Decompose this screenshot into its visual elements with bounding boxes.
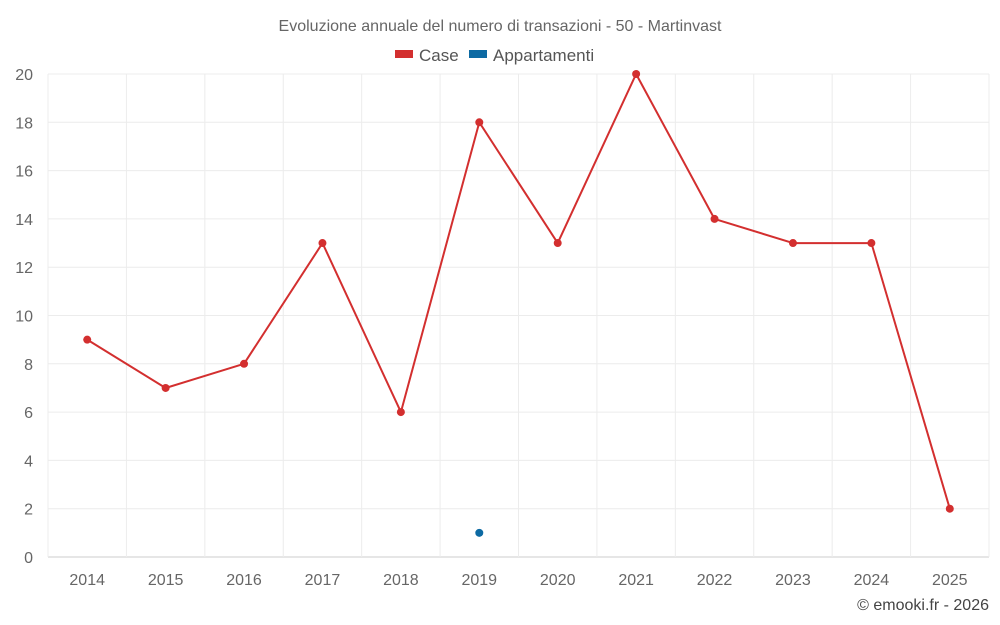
y-tick-label: 0 bbox=[24, 550, 33, 567]
x-tick-label: 2025 bbox=[932, 572, 968, 589]
y-tick-label: 12 bbox=[15, 260, 33, 277]
y-tick-label: 20 bbox=[15, 67, 33, 84]
y-tick-label: 4 bbox=[24, 453, 33, 470]
data-point-case-2024[interactable] bbox=[867, 239, 876, 248]
legend-swatch-appartamenti[interactable] bbox=[469, 50, 487, 58]
x-tick-label: 2023 bbox=[775, 572, 811, 589]
x-tick-label: 2014 bbox=[69, 572, 105, 589]
legend-label-case[interactable]: Case bbox=[419, 46, 459, 65]
y-tick-label: 14 bbox=[15, 212, 33, 229]
x-tick-label: 2018 bbox=[383, 572, 419, 589]
y-axis-ticks: 0 2 4 6 8 10 12 14 16 18 20 bbox=[15, 67, 33, 567]
x-gridlines bbox=[47, 74, 990, 557]
x-tick-label: 2017 bbox=[305, 572, 341, 589]
y-tick-label: 2 bbox=[24, 502, 33, 519]
y-tick-label: 16 bbox=[15, 164, 33, 181]
y-tick-label: 6 bbox=[24, 405, 33, 422]
data-point-case-2025[interactable] bbox=[945, 504, 954, 513]
x-tick-label: 2020 bbox=[540, 572, 576, 589]
chart-title: Evoluzione annuale del numero di transaz… bbox=[279, 18, 722, 35]
legend-swatch-case[interactable] bbox=[395, 50, 413, 58]
data-point-case-2015[interactable] bbox=[161, 383, 170, 392]
data-point-case-2019[interactable] bbox=[475, 118, 484, 127]
data-point-case-2020[interactable] bbox=[553, 239, 562, 248]
data-point-case-2023[interactable] bbox=[788, 239, 797, 248]
x-tick-label: 2024 bbox=[854, 572, 890, 589]
legend: Case Appartamenti bbox=[395, 46, 594, 65]
data-point-case-2018[interactable] bbox=[396, 408, 405, 417]
y-tick-label: 8 bbox=[24, 357, 33, 374]
data-point-case-2017[interactable] bbox=[318, 239, 327, 248]
x-tick-label: 2016 bbox=[226, 572, 262, 589]
legend-label-appartamenti[interactable]: Appartamenti bbox=[493, 46, 594, 65]
y-tick-label: 10 bbox=[15, 309, 33, 326]
data-point-appartamenti-2019[interactable] bbox=[475, 528, 484, 537]
x-tick-label: 2015 bbox=[148, 572, 184, 589]
data-point-case-2021[interactable] bbox=[632, 70, 641, 78]
data-point-case-2022[interactable] bbox=[710, 214, 719, 223]
credit-text: © emooki.fr - 2026 bbox=[857, 597, 989, 614]
x-tick-label: 2022 bbox=[697, 572, 733, 589]
data-point-case-2014[interactable] bbox=[83, 335, 92, 344]
data-point-case-2016[interactable] bbox=[240, 359, 249, 368]
series-layer bbox=[83, 70, 954, 537]
series-line-case bbox=[86, 73, 951, 509]
y-tick-label: 18 bbox=[15, 115, 33, 132]
x-axis-ticks: 2014 2015 2016 2017 2018 2019 2020 2021 2022 2023… bbox=[69, 572, 967, 589]
x-tick-label: 2019 bbox=[461, 572, 497, 589]
x-tick-label: 2021 bbox=[618, 572, 654, 589]
